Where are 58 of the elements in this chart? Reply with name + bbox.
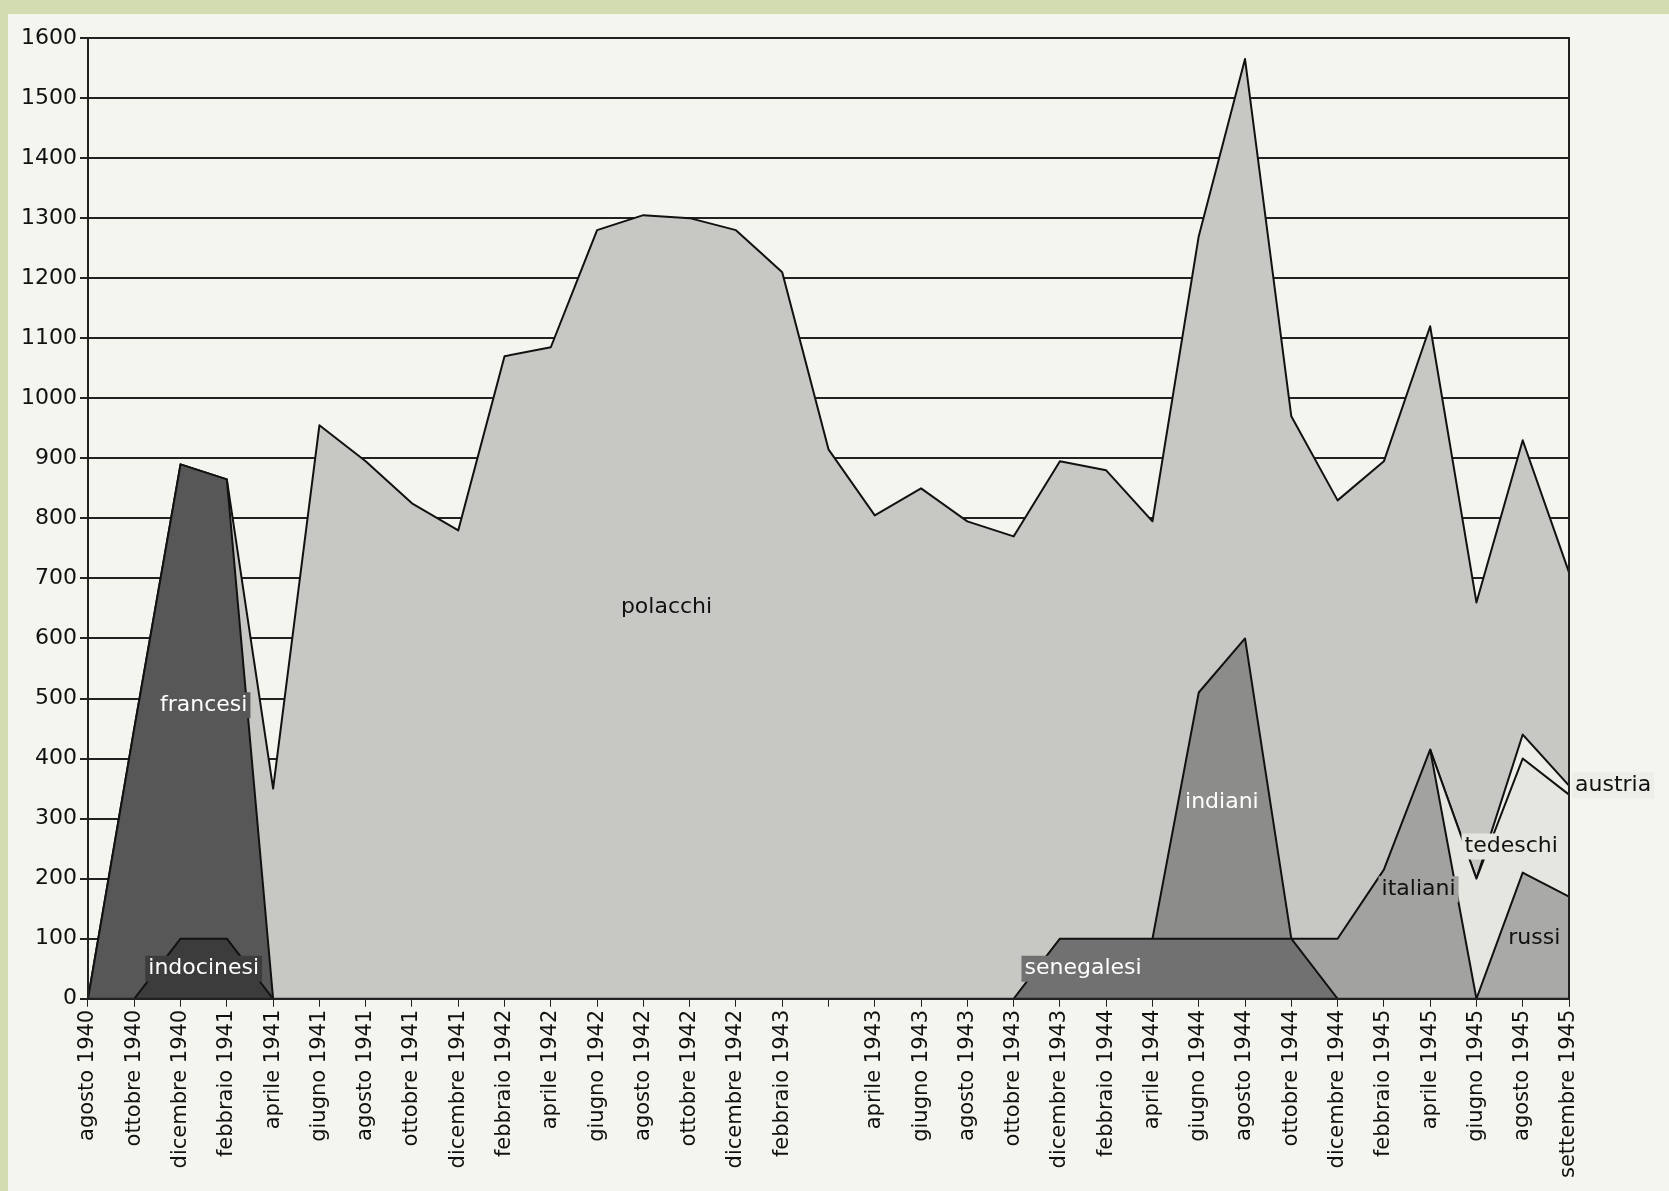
y-tick-label: 1100 [20,323,77,349]
x-tick-label: ottobre 1941 [398,1009,423,1147]
y-tick-label: 0 [62,984,77,1010]
series-label: russi [1508,924,1561,950]
y-tick-label: 1000 [20,384,77,409]
x-tick-label: febbraio 1943 [768,1009,793,1158]
x-tick-label: ottobre 1942 [676,1009,701,1147]
x-tick-label: agosto 1940 [74,1009,99,1141]
x-tick-label: ottobre 1943 [1000,1009,1025,1147]
x-tick-label: giugno 1945 [1462,1009,1487,1142]
x-tick-label: aprile 1941 [259,1009,284,1130]
x-tick-label: aprile 1943 [861,1009,886,1130]
x-tick-label: agosto 1944 [1231,1009,1256,1141]
x-tick-label: agosto 1941 [352,1009,377,1141]
x-tick-label: agosto 1942 [629,1009,654,1141]
y-tick-label: 900 [34,444,77,470]
x-tick-label: dicembre 1944 [1324,1009,1349,1169]
x-tick-label: febbraio 1945 [1370,1009,1395,1158]
y-tick-label: 400 [34,744,77,770]
x-tick-label: dicembre 1941 [444,1009,469,1169]
x-tick-label: febbraio 1941 [213,1009,238,1158]
y-tick-label: 300 [34,804,77,830]
x-tick-label: agosto 1945 [1509,1009,1534,1141]
y-tick-label: 1600 [20,23,77,49]
x-tick-label: giugno 1941 [305,1009,330,1142]
series-label: tedeschi [1464,832,1558,858]
x-tick-label: febbraio 1942 [490,1009,515,1158]
y-tick-label: 600 [34,624,77,650]
x-tick-label: dicembre 1942 [722,1009,747,1169]
y-tick-label: 700 [34,564,77,590]
x-tick-label: febbraio 1944 [1092,1009,1117,1158]
y-tick-label: 800 [34,504,77,530]
x-tick-label: ottobre 1940 [120,1009,145,1147]
y-tick-label: 1300 [20,203,77,229]
y-tick-label: 500 [34,684,77,710]
x-tick-label: giugno 1944 [1185,1009,1210,1142]
series-label: francesi [159,690,248,716]
series-label: polacchi [620,593,713,619]
series-label: senegalesi [1024,954,1142,980]
x-tick-label: dicembre 1943 [1046,1009,1071,1169]
series-label: indiani [1185,787,1259,813]
series-label: italiani [1381,874,1456,900]
series-label: indocinesi [148,954,260,980]
x-tick-label: aprile 1942 [537,1009,562,1130]
y-tick-label: 1200 [20,263,77,289]
x-tick-label: giugno 1943 [907,1009,932,1142]
y-tick-label: 200 [34,864,77,890]
y-tick-label: 100 [34,924,77,950]
x-tick-label: giugno 1942 [583,1009,608,1142]
y-tick-label: 1400 [20,143,77,169]
series-label: austria [1575,771,1652,797]
x-tick-label: dicembre 1940 [167,1009,191,1169]
x-tick-label: aprile 1945 [1416,1009,1441,1130]
x-tick-label: agosto 1943 [953,1009,978,1141]
x-tick-label: settembre 1945 [1555,1009,1580,1178]
x-tick-label: ottobre 1944 [1277,1009,1302,1147]
y-tick-label: 1500 [20,83,77,109]
x-tick-label: aprile 1944 [1138,1009,1163,1130]
